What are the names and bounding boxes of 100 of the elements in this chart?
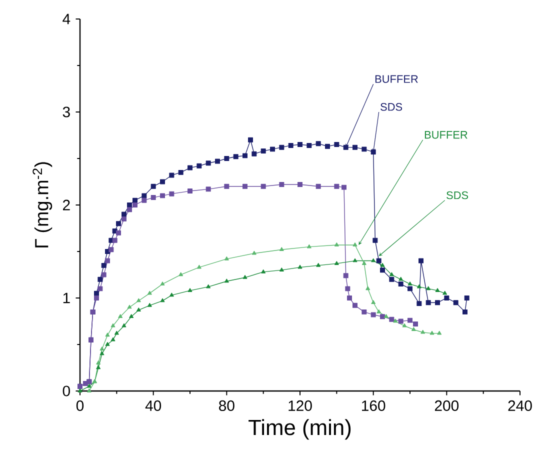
point [426,286,431,290]
point [224,156,230,161]
point [389,272,394,276]
point [178,170,184,175]
point [127,202,132,208]
point [147,290,152,295]
point [105,332,110,337]
point [343,273,348,278]
point [408,286,412,292]
point [334,261,339,265]
point [260,184,266,189]
annotation: BUFFER [424,131,468,139]
point [398,318,404,324]
point [116,230,121,236]
point [345,286,350,292]
point [416,301,422,306]
point [334,142,340,148]
point [352,258,358,262]
point [114,330,119,335]
point [342,184,346,190]
point [122,216,126,222]
point [136,298,141,302]
point [442,290,448,295]
point [418,258,424,264]
x-axis-title: Time (min) [248,419,351,440]
point [196,264,202,269]
point [122,212,126,217]
point [371,258,376,262]
point [347,295,352,300]
point [224,184,230,189]
x-tick-label: 120 [288,400,312,411]
y-tick-label: 1 [63,292,70,304]
point [178,272,184,276]
point [376,309,382,314]
point [94,295,99,300]
point [270,146,275,152]
point [105,258,110,264]
point [393,318,398,323]
point [96,360,101,364]
y-tick-label: 3 [62,106,70,118]
point [98,276,103,282]
point [453,300,458,306]
point [325,144,330,149]
point [334,184,340,189]
point [316,262,321,267]
y-tick-label: 4 [62,14,70,24]
point [260,148,266,154]
point [298,264,302,269]
point [408,282,412,286]
point [384,314,388,318]
point [389,276,394,282]
point [380,268,385,273]
point [129,314,134,318]
point [411,327,416,331]
point [435,288,440,292]
point [279,182,284,188]
point [420,330,426,334]
point [413,322,418,327]
point [116,221,121,226]
point [224,256,229,260]
point [316,184,321,189]
point [100,351,104,356]
point [108,247,114,252]
point [127,207,132,212]
y-tick-label: 2 [63,200,70,210]
point [100,346,104,351]
point [352,302,358,308]
point [101,272,106,278]
point [380,314,385,320]
point [98,286,103,292]
point [142,198,147,203]
point [376,258,382,264]
point [242,275,248,279]
point [132,202,138,208]
x-tick-label: 80 [219,400,234,411]
point [160,282,165,286]
point [206,284,211,288]
annotation: SDS [380,103,402,111]
point [362,261,366,265]
y-axis-title: Γ (mg.m$^{-2}$) [32,162,52,248]
point [389,316,394,322]
point [86,388,92,392]
x-tick-label: 240 [508,400,532,411]
point [127,304,132,309]
point [101,262,106,268]
point [188,288,192,292]
point [110,337,116,342]
point [426,300,431,306]
point [215,158,220,164]
point [352,144,358,150]
point [206,186,211,192]
point [279,247,284,252]
point [279,268,284,272]
point [352,242,358,246]
point [306,142,312,148]
point [435,300,440,306]
point [78,388,82,392]
point [142,193,147,198]
x-tick-label: 0 [76,400,84,411]
point [416,284,422,288]
